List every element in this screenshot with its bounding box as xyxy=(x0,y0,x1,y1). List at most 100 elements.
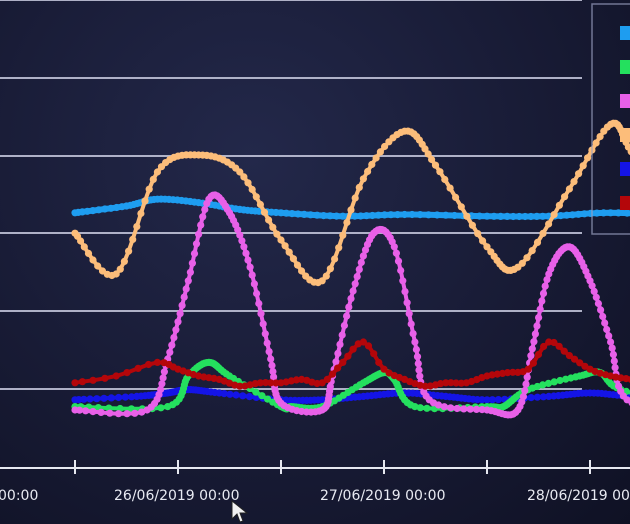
data-point xyxy=(89,376,97,384)
data-point xyxy=(468,221,476,229)
data-point xyxy=(89,256,97,264)
data-point xyxy=(397,266,405,275)
data-point xyxy=(123,369,131,377)
data-point xyxy=(328,370,337,378)
data-point xyxy=(414,360,422,368)
data-point xyxy=(129,235,137,243)
data-point xyxy=(561,193,569,201)
data-point xyxy=(374,211,382,219)
data-point xyxy=(257,310,265,318)
data-point xyxy=(318,277,326,285)
data-point xyxy=(115,393,123,402)
data-point xyxy=(355,265,363,273)
data-point xyxy=(483,243,491,251)
mouse-cursor-icon xyxy=(231,500,249,523)
data-point xyxy=(168,341,176,349)
data-point xyxy=(474,230,482,238)
data-point xyxy=(242,249,250,257)
data-point xyxy=(138,408,146,416)
data-point xyxy=(579,162,587,170)
data-point xyxy=(588,282,596,290)
data-point xyxy=(586,209,595,217)
data-point xyxy=(256,200,264,209)
data-point xyxy=(133,223,141,231)
data-point xyxy=(428,155,436,164)
data-point xyxy=(596,133,604,141)
data-point xyxy=(544,379,553,387)
data-point xyxy=(107,394,115,402)
data-point xyxy=(349,287,357,295)
data-point xyxy=(277,209,285,217)
data-point xyxy=(320,212,328,220)
data-point xyxy=(116,265,124,273)
data-point xyxy=(121,393,129,401)
data-point xyxy=(335,244,343,252)
data-point xyxy=(336,340,344,348)
data-point xyxy=(607,209,615,217)
data-point xyxy=(364,167,372,176)
data-point xyxy=(608,344,616,352)
data-point xyxy=(344,352,352,360)
data-point xyxy=(144,360,153,369)
data-point xyxy=(326,212,334,220)
data-point xyxy=(611,364,619,372)
data-point xyxy=(244,256,252,264)
data-point xyxy=(343,218,351,227)
x-tick-label: 27/06/2019 00:00 xyxy=(320,488,446,504)
x-tick-label: 26/06/2019 00:00 xyxy=(114,488,240,504)
data-point xyxy=(538,297,546,305)
data-point xyxy=(106,409,114,417)
data-point xyxy=(256,379,264,387)
series-0 xyxy=(71,195,630,221)
data-point xyxy=(394,257,403,265)
data-point xyxy=(93,395,101,403)
data-point xyxy=(601,319,609,327)
data-point xyxy=(568,211,577,219)
data-point xyxy=(95,206,103,214)
data-point xyxy=(533,393,542,401)
data-point xyxy=(170,334,178,342)
data-point xyxy=(101,374,109,382)
data-point xyxy=(460,405,468,413)
data-point xyxy=(82,407,90,415)
data-point xyxy=(463,212,471,220)
data-point xyxy=(424,211,433,219)
data-point xyxy=(490,212,498,220)
data-point xyxy=(594,299,603,308)
data-point xyxy=(368,160,376,169)
data-point xyxy=(331,255,339,263)
data-point xyxy=(359,175,367,183)
data-point xyxy=(488,396,496,404)
data-point xyxy=(483,396,491,404)
data-point xyxy=(339,212,347,220)
data-point xyxy=(182,285,190,293)
data-point xyxy=(357,212,365,220)
data-point xyxy=(244,179,252,187)
data-point xyxy=(539,289,548,297)
x-axis xyxy=(0,460,630,474)
data-point xyxy=(503,212,511,220)
data-point xyxy=(334,349,342,357)
data-point xyxy=(376,148,384,156)
data-point xyxy=(452,193,460,201)
data-point xyxy=(545,220,553,228)
data-point xyxy=(125,247,133,255)
data-point xyxy=(197,221,205,229)
data-point xyxy=(550,378,558,386)
series-2 xyxy=(71,191,630,419)
data-point xyxy=(153,358,161,366)
data-point xyxy=(134,364,142,372)
plot-area xyxy=(71,119,630,419)
data-point xyxy=(236,382,244,390)
data-point xyxy=(605,332,613,340)
data-point xyxy=(267,355,275,363)
data-point xyxy=(262,379,270,387)
data-point xyxy=(518,259,526,267)
legend-swatch xyxy=(620,128,630,142)
data-point xyxy=(359,252,367,260)
data-point xyxy=(560,347,568,355)
data-point xyxy=(627,148,630,155)
legend-swatch xyxy=(620,162,630,176)
legend-swatch xyxy=(620,94,630,108)
data-point xyxy=(89,408,97,416)
